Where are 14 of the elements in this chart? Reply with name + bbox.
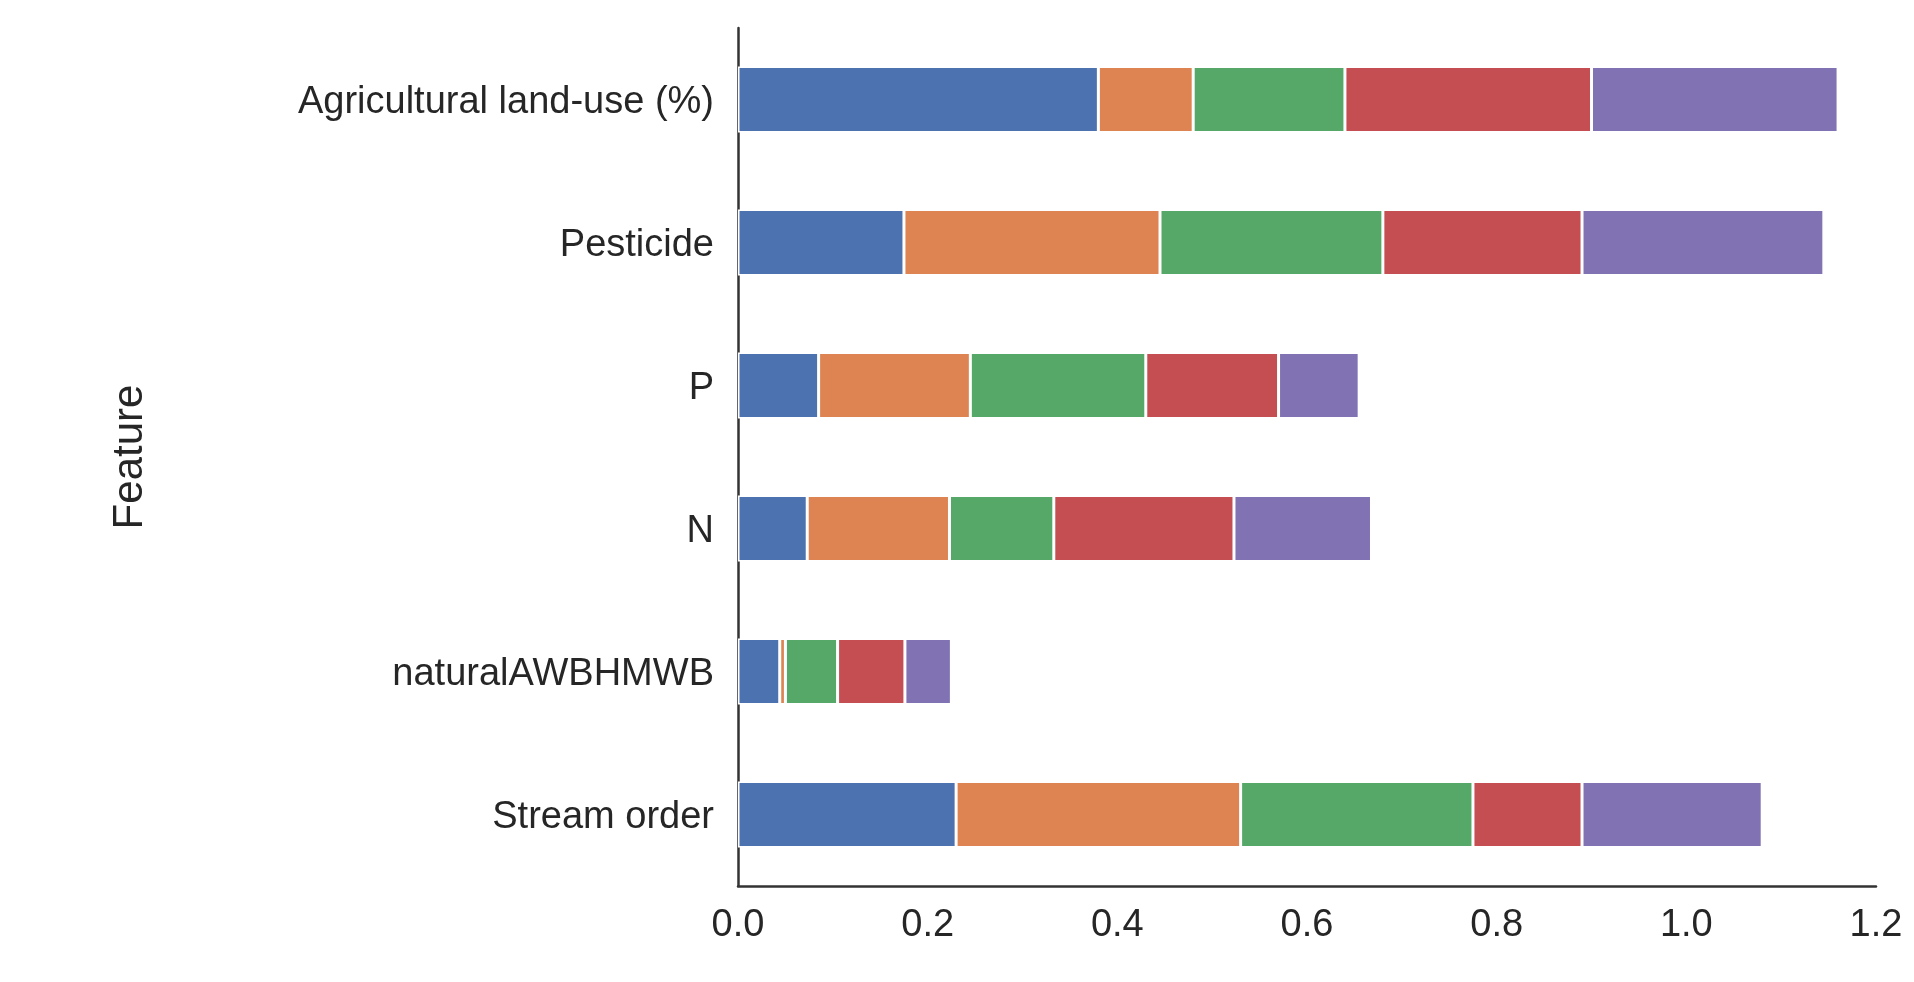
y-tick-label: Stream order — [492, 793, 715, 836]
x-tick-label: 0.6 — [1280, 902, 1334, 944]
y-tick-label: N — [686, 507, 714, 550]
y-tick-label: Pesticide — [559, 221, 714, 264]
x-tick-label: 0.4 — [1090, 902, 1144, 944]
x-tick-label: 0.2 — [901, 902, 955, 944]
x-tick-label: 1.0 — [1659, 902, 1713, 944]
y-axis-title: Feature — [103, 384, 151, 530]
x-tick-label: 0.0 — [711, 902, 765, 944]
y-tick-label: Agricultural land-use (%) — [297, 78, 714, 121]
y-tick-label: P — [688, 364, 714, 407]
y-tick-label: naturalAWBHMWB — [392, 650, 714, 693]
x-tick-label: 1.2 — [1849, 902, 1903, 944]
x-tick-label: 0.8 — [1470, 902, 1524, 944]
